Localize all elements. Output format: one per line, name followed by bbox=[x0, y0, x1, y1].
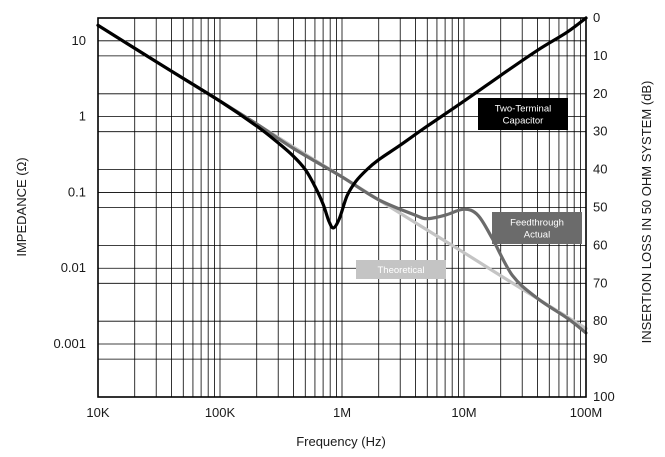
annotation-text: Two-Terminal bbox=[495, 104, 552, 115]
y-tick-label: 0.1 bbox=[68, 184, 86, 199]
annotation-label: Theoretical bbox=[356, 260, 446, 279]
y2-tick-label: 60 bbox=[593, 237, 607, 252]
y2-tick-label: 90 bbox=[593, 351, 607, 366]
series-line-3 bbox=[96, 16, 588, 230]
x-tick-label: 10M bbox=[451, 405, 476, 420]
annotation-text: Capacitor bbox=[503, 116, 544, 127]
annotation-text: Feedthrough bbox=[510, 218, 564, 229]
annotation-box bbox=[478, 98, 568, 130]
y2-tick-label: 10 bbox=[593, 48, 607, 63]
annotation-text: Actual bbox=[524, 230, 550, 241]
x-tick-label: 100M bbox=[570, 405, 603, 420]
x-tick-label: 1M bbox=[333, 405, 351, 420]
y-axis-title: IMPEDANCE (Ω) bbox=[14, 157, 29, 256]
annotation-box bbox=[356, 260, 446, 279]
tick-labels: 10K 100K 1M 10M 100M 10 1 0.1 0.01 0.001 0 10 20 30 40… bbox=[53, 10, 614, 420]
y2-tick-label: 70 bbox=[593, 275, 607, 290]
y2-tick-label: 50 bbox=[593, 200, 607, 215]
x-tick-label: 100K bbox=[205, 405, 236, 420]
y2-tick-label: 20 bbox=[593, 86, 607, 101]
y2-tick-label: 40 bbox=[593, 162, 607, 177]
annotation-box bbox=[492, 212, 582, 244]
series-lines bbox=[96, 16, 588, 335]
x-axis-title: Frequency (Hz) bbox=[296, 434, 386, 449]
y2-tick-label: 100 bbox=[593, 389, 615, 404]
y2-tick-label: 80 bbox=[593, 313, 607, 328]
y-tick-label: 0.001 bbox=[53, 336, 86, 351]
y-tick-label: 10 bbox=[72, 33, 86, 48]
y2-tick-label: 30 bbox=[593, 124, 607, 139]
y-tick-label: 1 bbox=[79, 109, 86, 124]
y2-tick-label: 0 bbox=[593, 10, 600, 25]
plot-frame bbox=[97, 17, 587, 398]
x-tick-label: 10K bbox=[86, 405, 109, 420]
annotation-text: Theoretical bbox=[378, 265, 425, 276]
y2-axis-title: INSERTION LOSS IN 50 OHM SYSTEM (dB) bbox=[639, 81, 654, 344]
y-tick-label: 0.01 bbox=[61, 260, 86, 275]
